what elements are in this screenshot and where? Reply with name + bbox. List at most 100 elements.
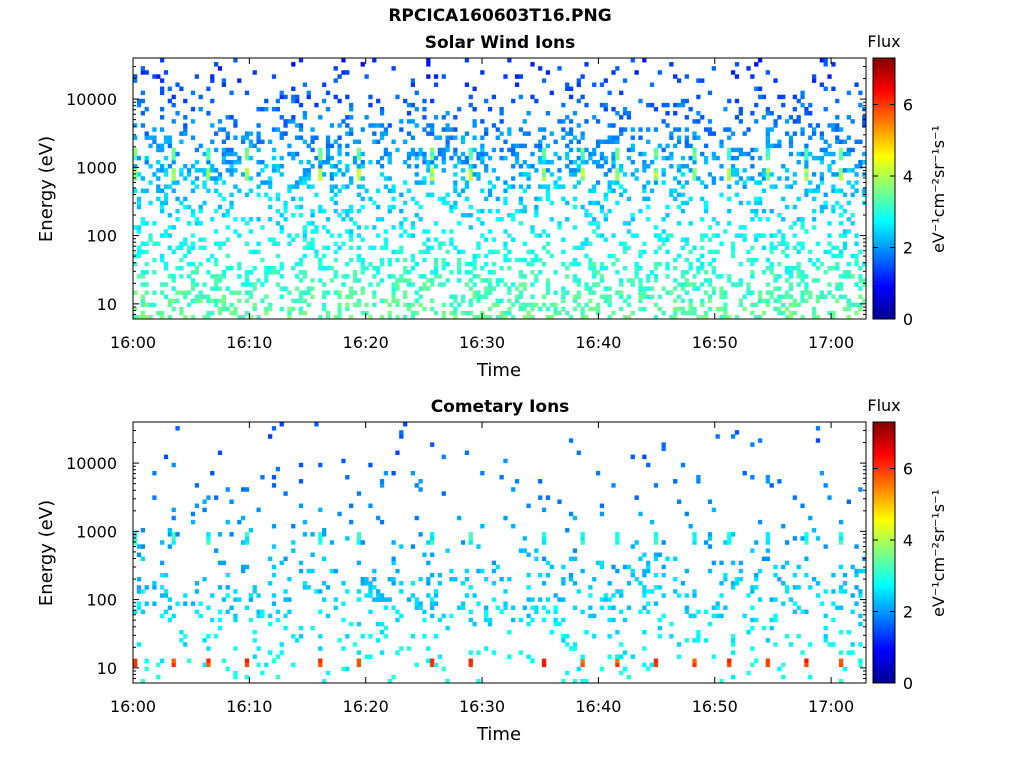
heatmap-cell <box>823 204 828 210</box>
heatmap-cell <box>615 147 620 153</box>
heatmap-cell <box>487 286 493 291</box>
heatmap-cell <box>734 147 740 153</box>
heatmap-cell <box>657 585 662 590</box>
heatmap-cell <box>495 217 500 222</box>
heatmap-cell <box>831 572 836 578</box>
heatmap-cell <box>163 192 169 198</box>
heatmap-cell <box>279 306 284 312</box>
heatmap-cell <box>202 200 207 206</box>
heatmap-cell <box>487 180 493 185</box>
heatmap-cell <box>804 540 809 545</box>
heatmap-cell <box>140 298 145 304</box>
heatmap-cell <box>599 294 605 300</box>
heatmap-cell <box>819 172 824 177</box>
heatmap-cell <box>800 650 805 655</box>
heatmap-cell <box>163 184 169 189</box>
heatmap-cell <box>730 147 736 153</box>
heatmap-cell <box>665 123 670 128</box>
heatmap-cell <box>607 180 612 185</box>
heatmap-cell <box>484 286 489 291</box>
heatmap-cell <box>237 159 242 165</box>
heatmap-cell <box>838 629 844 635</box>
heatmap-cell <box>773 617 778 623</box>
heatmap-cell <box>765 265 770 271</box>
heatmap-cell <box>661 229 666 234</box>
heatmap-cell <box>248 131 253 136</box>
heatmap-cell <box>310 237 315 242</box>
heatmap-cell <box>669 192 674 198</box>
heatmap-cell <box>595 200 601 206</box>
heatmap-cell <box>619 294 624 300</box>
heatmap-cell <box>649 294 655 300</box>
heatmap-cell <box>707 298 713 304</box>
heatmap-cell <box>530 249 535 255</box>
heatmap-cell <box>661 237 666 242</box>
heatmap-cell <box>838 532 844 537</box>
heatmap-cell <box>229 499 234 504</box>
heatmap-cell <box>445 261 450 267</box>
heatmap-cell <box>684 241 689 246</box>
heatmap-cell <box>460 294 466 300</box>
heatmap-cell <box>642 58 647 63</box>
heatmap-cell <box>661 613 666 619</box>
heatmap-cell <box>680 98 686 104</box>
heatmap-cell <box>757 290 763 295</box>
heatmap-cell <box>302 290 308 295</box>
heatmap-cell <box>750 270 755 275</box>
heatmap-cell <box>692 593 697 598</box>
heatmap-cell <box>241 564 246 570</box>
heatmap-cell <box>680 270 686 275</box>
heatmap-cell <box>233 119 238 124</box>
heatmap-cell <box>603 593 608 598</box>
heatmap-cell <box>175 601 180 606</box>
heatmap-cell <box>237 155 242 161</box>
heatmap-cell <box>761 625 767 631</box>
heatmap-cell <box>484 278 489 283</box>
heatmap-cell <box>349 131 354 136</box>
heatmap-cell <box>202 294 207 300</box>
heatmap-cell <box>858 306 863 312</box>
heatmap-cell <box>761 115 767 120</box>
heatmap-cell <box>368 589 373 594</box>
heatmap-cell <box>325 245 331 251</box>
heatmap-cell <box>468 94 473 100</box>
heatmap-cell <box>754 302 759 308</box>
heatmap-cell <box>291 237 296 242</box>
heatmap-cell <box>372 58 377 63</box>
heatmap-cell <box>345 212 350 218</box>
heatmap-cell <box>464 310 470 316</box>
heatmap-cell <box>676 221 682 226</box>
heatmap-cell <box>356 139 362 145</box>
heatmap-cell <box>649 82 655 87</box>
heatmap-cell <box>630 58 635 63</box>
heatmap-cell <box>541 229 547 234</box>
heatmap-cell <box>229 159 234 165</box>
heatmap-cell <box>584 302 589 308</box>
heatmap-cell <box>738 200 743 206</box>
heatmap-cell <box>561 306 566 312</box>
heatmap-cell <box>171 176 176 181</box>
heatmap-cell <box>757 217 763 222</box>
heatmap-cell <box>133 314 138 320</box>
heatmap-cell <box>684 139 689 145</box>
heatmap-cell <box>541 605 547 610</box>
heatmap-cell <box>638 208 643 214</box>
heatmap-cell <box>777 479 782 484</box>
heatmap-cell <box>526 310 531 316</box>
heatmap-cell <box>487 621 493 627</box>
heatmap-cell <box>453 306 458 312</box>
heatmap-cell <box>484 151 489 157</box>
heatmap-cell <box>854 572 859 578</box>
heatmap-cell <box>418 204 423 210</box>
heatmap-cell <box>723 229 728 234</box>
heatmap-cell <box>256 593 261 598</box>
heatmap-cell <box>337 233 342 238</box>
heatmap-cell <box>549 302 554 308</box>
heatmap-cell <box>399 119 404 124</box>
heatmap-cell <box>711 290 716 295</box>
heatmap-cell <box>322 556 327 562</box>
heatmap-cell <box>557 155 562 161</box>
heatmap-cell <box>862 151 867 157</box>
heatmap-cell <box>449 568 454 574</box>
heatmap-cell <box>437 654 443 659</box>
